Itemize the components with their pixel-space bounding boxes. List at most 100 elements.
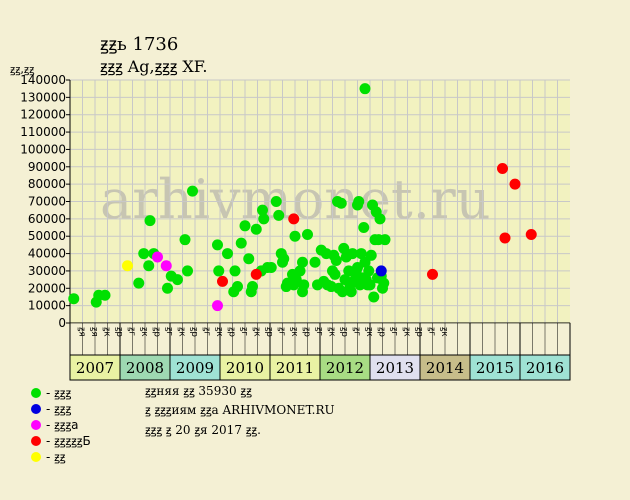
data-point	[309, 256, 321, 268]
data-point	[379, 234, 391, 246]
data-point	[239, 220, 251, 232]
x-month-label: ꙃк	[364, 327, 374, 337]
year-label: 2015	[476, 359, 514, 377]
year-band	[169, 354, 221, 381]
year-band	[369, 354, 421, 381]
year-label: 2013	[376, 359, 414, 377]
x-month-label: ꙃг	[126, 327, 136, 336]
data-point	[358, 222, 370, 234]
y-tick-label: 110000	[20, 125, 66, 139]
y-tick-label: 30000	[28, 264, 66, 278]
y-tick-label: 60000	[28, 212, 66, 226]
data-point	[243, 253, 255, 265]
data-point	[347, 248, 358, 260]
data-point	[359, 83, 371, 95]
legend-marker	[31, 404, 41, 414]
legend-label: - ꙃꙃꙃа	[46, 418, 79, 432]
data-point	[265, 261, 277, 273]
year-band	[69, 354, 121, 381]
data-point	[162, 282, 173, 294]
legend-marker	[31, 436, 41, 446]
data-point	[138, 248, 150, 260]
data-point	[212, 300, 223, 312]
y-axis-label: ꙃꙃ,ꙃꙃ	[10, 63, 35, 76]
data-point	[160, 260, 172, 272]
data-point	[250, 268, 262, 280]
data-point	[497, 163, 508, 175]
x-month-label: ꙃр	[339, 327, 349, 337]
y-tick-label: 90000	[28, 160, 66, 174]
data-point	[335, 197, 347, 209]
data-point	[222, 248, 233, 260]
x-month-label: ꙃк	[139, 327, 149, 337]
x-month-label: ꙃр	[226, 327, 236, 337]
data-point	[525, 228, 537, 240]
x-month-label: ꙃр	[376, 327, 386, 337]
x-month-label: ꙃг	[239, 327, 249, 336]
year-label: 2014	[426, 359, 464, 377]
legend-label: - ꙃꙃꙃ	[46, 386, 71, 400]
year-label: 2008	[126, 359, 164, 377]
info-source: ꙃ ꙃꙃꙃиям ꙃꙃа ARHIVMONET.RU	[145, 403, 335, 417]
data-point	[368, 291, 380, 303]
y-tick-label: 80000	[28, 177, 66, 191]
year-label: 2009	[176, 359, 214, 377]
x-month-label: ꙃг	[276, 327, 286, 336]
x-month-label: ꙃг	[314, 327, 324, 336]
legend-marker	[31, 452, 41, 462]
info-date: ꙃꙃꙃ ꙃ 20 ꙃя 2017 ꙃꙃ.	[145, 423, 261, 437]
data-point	[257, 204, 268, 216]
data-point	[68, 293, 80, 305]
year-label: 2010	[226, 359, 264, 377]
x-month-label: ꙃр	[114, 327, 124, 337]
x-month-label: ꙃк	[439, 327, 449, 337]
data-point	[365, 249, 377, 261]
data-point	[217, 275, 228, 287]
x-month-label: ꙃр	[151, 327, 161, 337]
data-point	[337, 286, 348, 298]
data-point	[363, 265, 375, 277]
data-point	[122, 260, 133, 272]
data-point	[99, 289, 111, 301]
x-month-label: ꙃк	[326, 327, 336, 337]
chart-subtitle: ꙃꙃꙃ Ag,ꙃꙃꙃ XF.	[100, 57, 207, 76]
y-tick-label: 10000	[28, 299, 66, 313]
x-month-label: ꙃя	[76, 327, 86, 337]
year-band	[219, 354, 271, 381]
x-month-label: ꙃг	[164, 327, 174, 336]
data-point	[338, 242, 350, 254]
year-band	[469, 354, 521, 381]
x-month-label: ꙃк	[251, 327, 261, 337]
year-label: 2011	[276, 359, 314, 377]
x-month-label: ꙃр	[264, 327, 274, 337]
data-point	[250, 223, 262, 235]
x-month-label: ꙃк	[289, 327, 299, 337]
data-point	[232, 281, 243, 293]
data-point	[182, 265, 193, 277]
data-point	[374, 213, 386, 225]
legend-marker	[31, 388, 41, 398]
x-month-label: ꙃк	[176, 327, 186, 337]
year-band	[419, 354, 471, 381]
data-point	[133, 277, 145, 289]
year-label: 2016	[526, 359, 564, 377]
data-point	[294, 265, 306, 277]
data-point	[143, 260, 155, 272]
data-point	[355, 248, 367, 260]
data-point	[297, 286, 308, 298]
data-point	[318, 275, 330, 287]
data-point	[375, 265, 387, 277]
x-month-label: ꙃг	[426, 327, 436, 336]
data-point	[345, 286, 357, 298]
data-point	[339, 274, 351, 286]
legend-label: - ꙃꙃꙃꙃꙃБ	[46, 434, 91, 448]
x-month-label: ꙃр	[301, 327, 311, 337]
data-point	[330, 255, 342, 267]
y-tick-label: 120000	[20, 108, 66, 122]
y-tick-label: 50000	[28, 229, 66, 243]
data-point	[213, 265, 225, 277]
legend-marker	[31, 420, 41, 430]
info-average: ꙃꙃняя ꙃꙃ 35930 ꙃꙃ	[145, 384, 252, 398]
legend-label: - ꙃꙃꙃ	[46, 402, 71, 416]
